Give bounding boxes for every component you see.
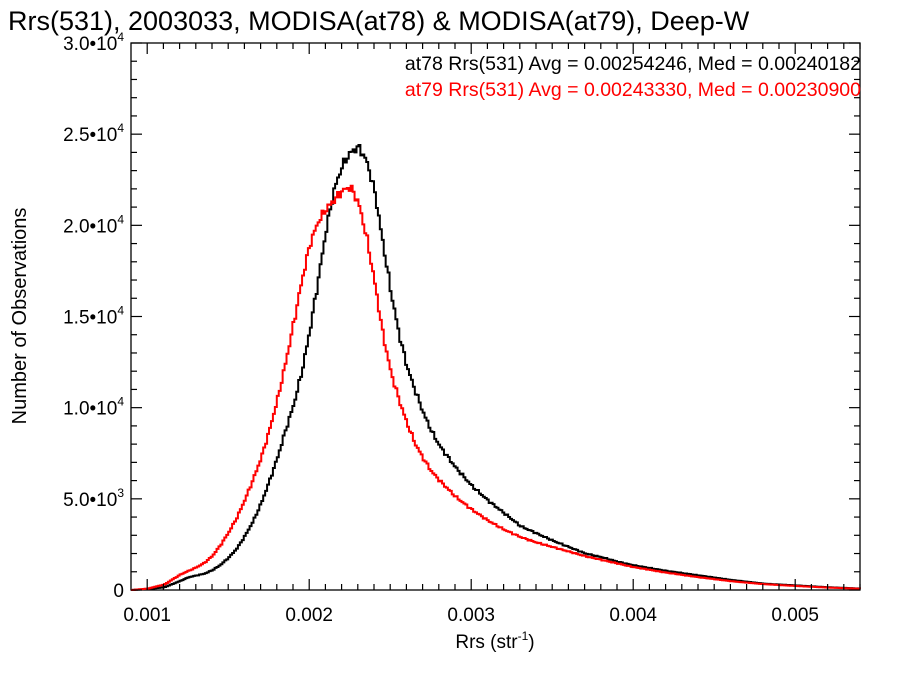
- annotation-at78-stats: at78 Rrs(531) Avg = 0.00254246, Med = 0.…: [405, 53, 861, 75]
- series-layer: [131, 143, 861, 591]
- y-tick-label: 3.0•104: [63, 30, 124, 55]
- x-axis-label: Rrs (str-1): [455, 629, 534, 653]
- y-tick-label: 5.0•103: [63, 486, 124, 511]
- x-tick-label: 0.004: [609, 605, 657, 626]
- y-tick-label: 2.5•104: [63, 121, 124, 146]
- y-axis-label: Number of Observations: [9, 208, 31, 425]
- series-line-1: [131, 184, 861, 591]
- x-tick-label: 0.003: [447, 605, 495, 626]
- y-tick-label: 2.0•104: [63, 212, 124, 237]
- chart-title: Rrs(531), 2003033, MODISA(at78) & MODISA…: [8, 6, 750, 36]
- x-tick-label: 0.001: [123, 605, 171, 626]
- x-axis-label-main: Rrs (str: [455, 632, 518, 653]
- annotation-at79-stats: at79 Rrs(531) Avg = 0.00243330, Med = 0.…: [405, 79, 861, 101]
- series-line-0: [131, 143, 861, 591]
- y-tick-label: 0: [113, 581, 124, 602]
- x-axis: 0.001 0.002 0.003 0.004 0.005: [123, 43, 861, 626]
- y-tick-label: 1.0•104: [63, 395, 124, 420]
- y-tick-label: 1.5•104: [63, 304, 124, 329]
- x-axis-label-close: ): [528, 632, 534, 653]
- x-axis-label-sup: -1: [518, 629, 529, 643]
- x-tick-label: 0.005: [771, 605, 819, 626]
- y-axis: 0 5.0•103 1.0•104 1.5•104 2.0•104 2.5•104 3.0•…: [63, 30, 860, 602]
- x-tick-label: 0.002: [285, 605, 333, 626]
